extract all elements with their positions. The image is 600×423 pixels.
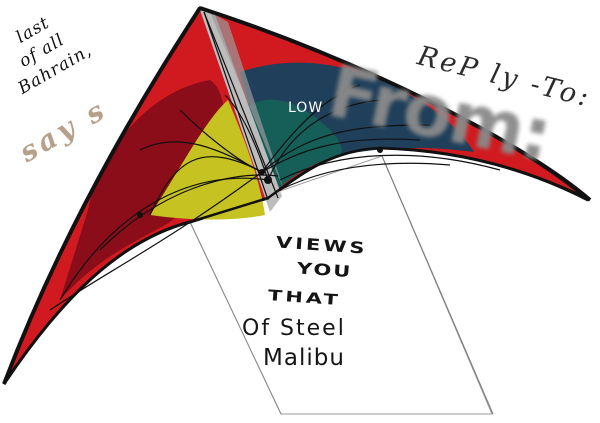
paper-sheet	[189, 155, 494, 415]
kite-connectors	[137, 147, 383, 218]
panel-label-low: LOW	[288, 100, 324, 116]
poster-line-4: Of Steel	[242, 316, 346, 341]
poster-line-2: YOU	[296, 259, 353, 281]
poster-line-5: Malibu	[263, 345, 345, 371]
kite-bridle-lines	[49, 11, 501, 311]
